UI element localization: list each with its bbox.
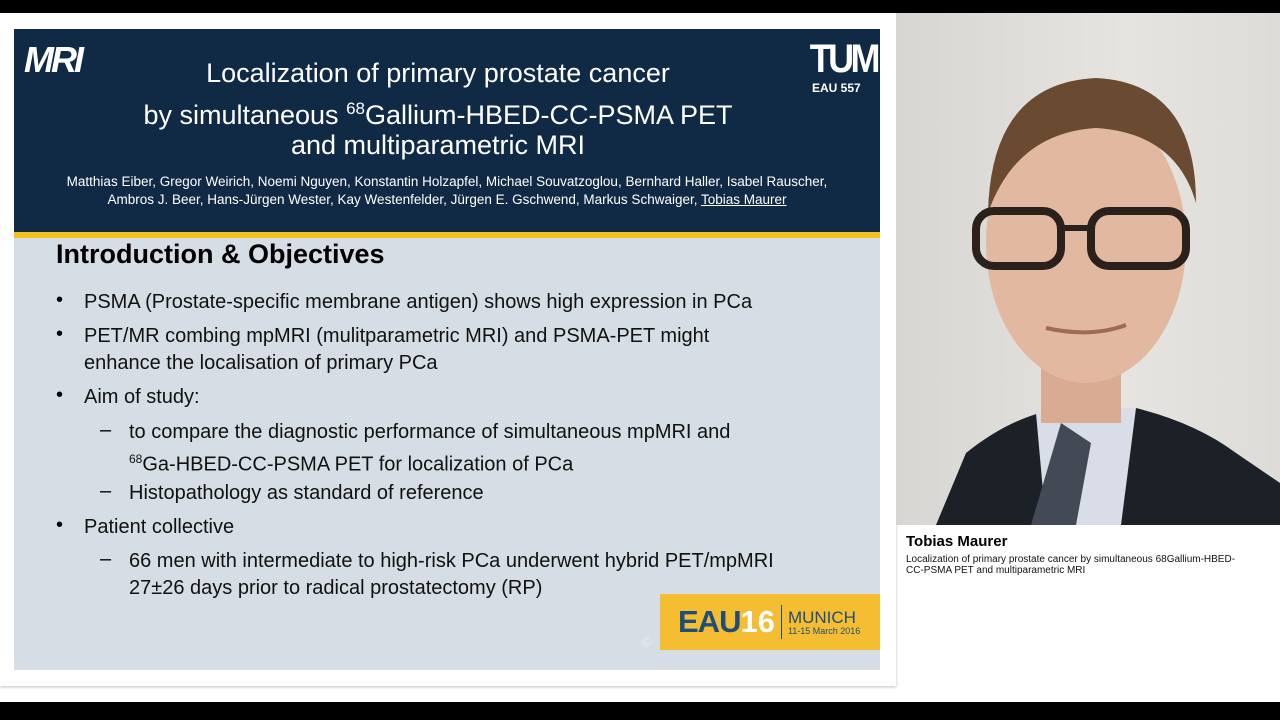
speaker-video: [896, 13, 1280, 525]
title-line-1: Localization of primary prostate cancer: [206, 58, 670, 88]
sub-bullet-cont: 27±26 days prior to radical prostatectom…: [129, 577, 543, 599]
bullet: PSMA (Prostate-specific membrane antigen…: [84, 291, 753, 313]
title-line-3: and multiparametric MRI: [290, 130, 586, 160]
title-text: Gallium-HBED-CC-PSMA PET: [364, 100, 733, 130]
sub-bullet: to compare the diagnostic performance of…: [129, 421, 731, 443]
eau16-logo: EAU 16 MUNICH 11-15 March 2016: [660, 594, 880, 650]
bullet-icon: •: [56, 323, 64, 345]
bullet: Patient collective: [84, 516, 235, 538]
authors-line-1: Matthias Eiber, Gregor Weirich, Noemi Ng…: [66, 174, 828, 189]
speaker-name: Tobias Maurer: [906, 533, 1008, 550]
mri-logo: MRI: [24, 39, 84, 80]
slide-header: MRI TUM EAU 557 Localization of primary …: [14, 29, 880, 232]
sub-bullet: Histopathology as standard of reference: [129, 482, 484, 504]
talk-title: Localization of primary prostate cancer …: [906, 554, 1236, 576]
bullet-icon: •: [56, 289, 64, 311]
logo-eau: EAU: [678, 604, 741, 639]
title-line-2: by simultaneous 68Gallium-HBED-CC-PSMA P…: [14, 91, 862, 133]
isotope-sup: 68: [346, 99, 365, 118]
copyright: ©: [642, 634, 652, 649]
section-title: Introduction & Objectives: [56, 239, 385, 269]
dash-icon: –: [100, 419, 112, 441]
slide: MRI TUM EAU 557 Localization of primary …: [14, 29, 880, 670]
dash-icon: –: [100, 480, 112, 502]
isotope-sup: 68: [129, 452, 143, 466]
bullet: PET/MR combing mpMRI (mulitparametric MR…: [84, 325, 710, 347]
video-stage: MRI TUM EAU 557 Localization of primary …: [0, 13, 1280, 702]
abstract-code: EAU 557: [812, 81, 861, 95]
logo-city: MUNICH: [787, 607, 856, 627]
dash-icon: –: [100, 548, 112, 570]
bullet-icon: •: [56, 514, 64, 536]
title-text: by simultaneous: [143, 100, 347, 130]
tum-logo: TUM: [809, 37, 881, 81]
logo-num: 16: [740, 604, 775, 639]
bullet: Aim of study:: [84, 386, 200, 408]
slide-frame: MRI TUM EAU 557 Localization of primary …: [0, 13, 896, 686]
bullet-text: Ga-HBED-CC-PSMA PET for localization of …: [142, 453, 574, 476]
bullet-cont: enhance the localisation of primary PCa: [84, 352, 438, 374]
sub-bullet: 66 men with intermediate to high-risk PC…: [129, 550, 774, 572]
authors-text: Ambros J. Beer, Hans-Jürgen Wester, Kay …: [107, 192, 701, 207]
presenter-name: Tobias Maurer: [700, 192, 787, 207]
logo-divider: [780, 605, 782, 639]
logo-dates: 11-15 March 2016: [787, 625, 861, 636]
accent-bar: [14, 232, 880, 238]
bullet-icon: •: [56, 384, 64, 406]
sub-bullet-cont: 68Ga-HBED-CC-PSMA PET for localization o…: [129, 446, 573, 479]
speaker-portrait: [936, 78, 1280, 525]
authors-line-2: Ambros J. Beer, Hans-Jürgen Wester, Kay …: [14, 191, 880, 209]
